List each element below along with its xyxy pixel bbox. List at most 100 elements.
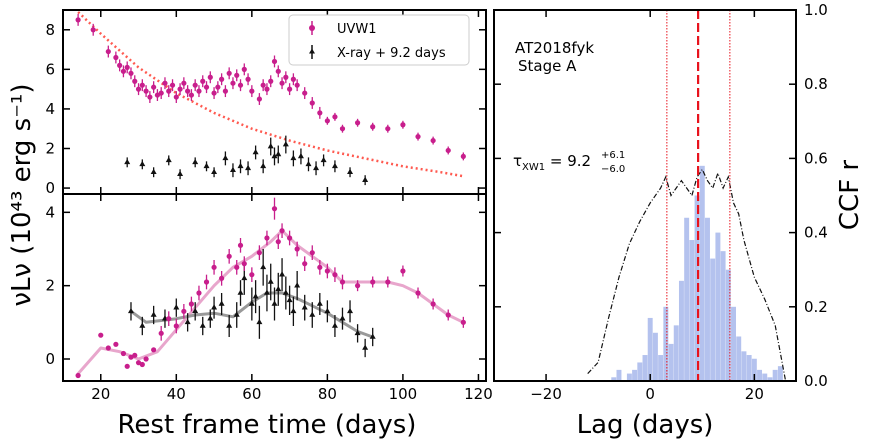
legend-uvw1-marker (309, 25, 315, 31)
uvw1-early-point (105, 345, 111, 351)
lag-histogram-bar (757, 369, 763, 381)
xray-point (199, 322, 206, 328)
annotation-tau-symbol: τ (513, 152, 522, 170)
uvw1-point (445, 147, 451, 154)
y-tick-label: 4 (45, 203, 55, 221)
uvw1-point (203, 279, 210, 285)
uvw1-point (196, 88, 202, 94)
legend-uvw1-label: UVW1 (337, 22, 377, 37)
xray-point (313, 164, 320, 171)
xray-point (124, 158, 131, 165)
y-tick-label: 0 (45, 179, 55, 197)
xray-point (127, 307, 134, 314)
lag-panel-frame (493, 9, 797, 382)
uvw1-point (332, 114, 338, 120)
lag-histogram-bar (772, 369, 778, 381)
annotation-tau-value: = 9.2 (545, 152, 591, 170)
lag-histogram-bar (673, 325, 679, 381)
uvw1-point (162, 80, 168, 86)
decay-fit-line (77, 11, 464, 178)
xray-point (139, 322, 146, 328)
uvw1-point (124, 64, 130, 70)
lag-histogram-bar (746, 355, 752, 381)
xray-point (150, 311, 157, 317)
annotation-object: AT2018fyk (515, 39, 594, 57)
uvw1-point (166, 88, 172, 94)
xray-point (301, 304, 308, 310)
lag-histogram-bar (642, 355, 648, 381)
uvw1-point (207, 74, 213, 80)
lag-histogram-bar (647, 317, 653, 381)
lag-histogram-bar (663, 306, 669, 381)
xray-point (271, 300, 278, 306)
y-tick-label: 2 (45, 139, 55, 157)
uvw1-point (400, 268, 406, 274)
uvw1-point (192, 82, 198, 88)
x-axis-label-lag: Lag (days) (577, 410, 714, 440)
uvw1-point (339, 126, 346, 132)
x-tick-label: 20 (91, 385, 110, 403)
y-tick-label: 0.2 (804, 298, 828, 316)
uvw1-early-point (98, 332, 104, 338)
uvw1-point (290, 76, 296, 82)
uvw1-early-point (75, 372, 81, 379)
uvw1-point (211, 90, 217, 96)
uvw1-point (128, 70, 134, 76)
uvw1-point (370, 279, 376, 285)
uvw1-model-line (76, 229, 464, 375)
uvw1-point (230, 80, 236, 86)
xray-point (286, 296, 293, 303)
lag-histogram-bar (652, 332, 658, 381)
lag-histogram-bar (736, 336, 742, 381)
xray-point (211, 168, 218, 175)
uvw1-point (302, 261, 308, 267)
xray-point (354, 329, 361, 336)
legend-box (288, 14, 470, 66)
uvw1-early-point (120, 350, 127, 357)
lag-histogram-bar (705, 217, 710, 381)
uvw1-point (226, 70, 232, 76)
uvw1-point (211, 264, 217, 270)
xray-point (260, 263, 267, 270)
uvw1-point (173, 94, 179, 100)
lag-histogram-bar (699, 165, 705, 381)
uvw1-point (385, 126, 391, 132)
xray-point (305, 160, 312, 167)
xray-point (173, 304, 180, 310)
y-tick-label: 0.4 (804, 224, 828, 242)
uvw1-point (354, 283, 361, 289)
xray-point (316, 300, 323, 306)
uvw1-point (256, 250, 262, 256)
xray-point (320, 156, 327, 163)
uvw1-point (332, 272, 338, 278)
uvw1-point (317, 110, 323, 116)
uvw1-point (271, 206, 278, 212)
xray-point (260, 162, 267, 169)
xray-point (362, 344, 369, 350)
uvw1-point (275, 68, 281, 74)
legend-xray-label: X-ray + 9.2 days (337, 46, 446, 61)
uvw1-point (166, 316, 172, 322)
xray-point (309, 311, 316, 317)
uvw1-point (158, 330, 164, 336)
uvw1-point (203, 84, 210, 90)
uvw1-point (460, 319, 466, 325)
uvw1-point (302, 90, 308, 96)
lag-histogram-bar (710, 258, 716, 381)
xray-point (248, 300, 255, 306)
xray-point (192, 158, 199, 165)
xray-point (184, 318, 191, 325)
uvw1-point (430, 301, 436, 307)
uvw1-point (279, 228, 285, 234)
lag-histogram-bar (684, 217, 690, 381)
uvw1-point (181, 80, 187, 86)
uvw1-early-point (139, 361, 145, 368)
uvw1-point (264, 235, 270, 241)
x-tick-label: 80 (318, 385, 337, 403)
uvw1-point (249, 272, 255, 278)
bottom-panel-frame (62, 193, 487, 382)
uvw1-point (268, 78, 274, 84)
x-tick-label: 0 (645, 385, 655, 403)
uvw1-point (241, 261, 247, 267)
